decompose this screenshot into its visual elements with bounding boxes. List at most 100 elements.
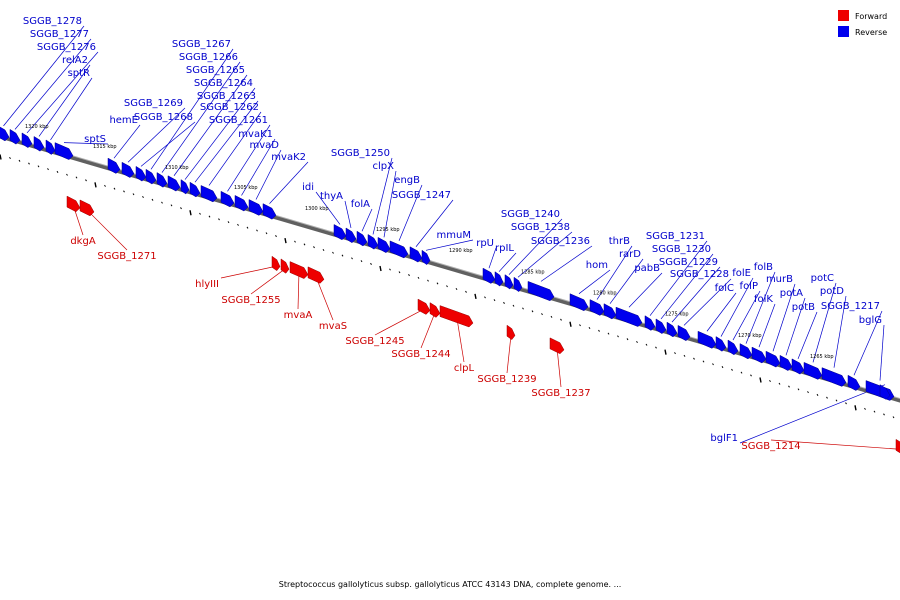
gene-dkga-arrow[interactable] — [66, 195, 81, 213]
gene-label-sggb-1264[interactable]: SGGB_1264 — [194, 78, 253, 89]
gene-murb-arrow[interactable] — [765, 350, 781, 368]
gene-sggb-1236-arrow[interactable] — [527, 281, 555, 302]
gene-sggb-1262-arrow[interactable] — [200, 185, 218, 203]
gene-label-sggb-1250[interactable]: SGGB_1250 — [331, 148, 390, 159]
gene-folp-arrow[interactable] — [727, 339, 739, 356]
gene-label-sggb-1240[interactable]: SGGB_1240 — [501, 209, 560, 220]
gene-label-rard[interactable]: rarD — [619, 249, 641, 260]
gene-sggb-1245-arrow[interactable] — [417, 298, 431, 315]
gene-label-pota[interactable]: potA — [780, 288, 803, 299]
gene-label-hom[interactable]: hom — [586, 260, 608, 271]
gene-sggb-1240-arrow[interactable] — [504, 274, 514, 290]
gene-sggb-1228-arrow[interactable] — [677, 324, 691, 342]
gene-label-sggb-1255[interactable]: SGGB_1255 — [221, 295, 280, 306]
gene-thrb-arrow[interactable] — [589, 299, 605, 316]
gene-label-bglg[interactable]: bglG — [859, 315, 882, 326]
gene-label-folb[interactable]: folB — [754, 262, 773, 273]
gene-idi-arrow[interactable] — [333, 224, 347, 241]
gene-folc-arrow[interactable] — [697, 330, 717, 349]
gene-sptr-arrow[interactable] — [45, 139, 56, 155]
gene-label-potd[interactable]: potD — [820, 286, 844, 297]
gene-rpu-arrow[interactable] — [482, 267, 496, 284]
gene-sggb-1269-arrow[interactable] — [121, 161, 135, 178]
gene-label-rpu[interactable]: rpU — [476, 238, 494, 249]
gene-sggb-1263-arrow[interactable] — [189, 181, 201, 198]
gene-sggb-1267-arrow[interactable] — [145, 168, 157, 185]
gene-label-sggb-1268[interactable]: SGGB_1268 — [134, 112, 193, 123]
gene-fole-arrow[interactable] — [715, 336, 727, 352]
gene-thya-arrow[interactable] — [345, 227, 357, 244]
gene-label-sggb-1247[interactable]: SGGB_1247 — [392, 190, 451, 201]
gene-potb-arrow[interactable] — [791, 358, 805, 375]
gene-label-mvas[interactable]: mvaS — [319, 321, 347, 332]
gene-label-mvaa[interactable]: mvaA — [284, 310, 313, 321]
gene-sggb-1231-arrow[interactable] — [644, 315, 656, 331]
gene-label-folk[interactable]: folK — [754, 294, 773, 305]
gene-label-sggb-1231[interactable]: SGGB_1231 — [646, 231, 705, 242]
gene-label-idi[interactable]: idi — [302, 182, 314, 193]
gene-engb-arrow[interactable] — [389, 240, 409, 259]
gene-folb-arrow[interactable] — [739, 343, 753, 360]
gene-clpl-arrow[interactable] — [439, 305, 474, 328]
gene-label-sggb-1239[interactable]: SGGB_1239 — [477, 374, 536, 385]
gene-label-sggb-1276[interactable]: SGGB_1276 — [37, 42, 96, 53]
gene-sggb-1214-arrow[interactable] — [895, 438, 900, 454]
gene-label-sggb-1237[interactable]: SGGB_1237 — [531, 388, 590, 399]
gene-label-sggb-1277[interactable]: SGGB_1277 — [30, 29, 89, 40]
gene-label-mvad[interactable]: mvaD — [250, 140, 280, 151]
gene-mvas-arrow[interactable] — [307, 266, 325, 284]
gene-label-mvak2[interactable]: mvaK2 — [271, 152, 306, 163]
gene-label-thya[interactable]: thyA — [320, 191, 343, 202]
gene-mvad-arrow[interactable] — [248, 199, 264, 216]
gene-label-folc[interactable]: folC — [715, 283, 734, 294]
gene-label-sggb-1236[interactable]: SGGB_1236 — [531, 236, 590, 247]
gene-mmum-arrow[interactable] — [421, 249, 431, 266]
gene-label-fole[interactable]: folE — [732, 268, 751, 279]
gene-rpil-arrow[interactable] — [494, 271, 504, 287]
gene-mvak1-arrow[interactable] — [234, 195, 249, 212]
gene-label-murb[interactable]: murB — [766, 274, 793, 285]
gene-label-folp[interactable]: folP — [740, 281, 758, 292]
gene-sggb-1230-arrow[interactable] — [655, 318, 667, 334]
gene-sggb-1239-arrow[interactable] — [506, 324, 516, 340]
gene-label-clpl[interactable]: clpL — [454, 363, 475, 374]
gene-label-heme[interactable]: hemE — [109, 115, 138, 126]
gene-hom-arrow[interactable] — [569, 293, 589, 312]
gene-label-sggb-1269[interactable]: SGGB_1269 — [124, 98, 183, 109]
gene-pabb-arrow[interactable] — [615, 306, 643, 327]
gene-label-pabb[interactable]: pabB — [634, 263, 660, 274]
gene-label-sggb-1244[interactable]: SGGB_1244 — [391, 349, 450, 360]
gene-label-sggb-1230[interactable]: SGGB_1230 — [652, 244, 711, 255]
gene-label-rela2[interactable]: relA2 — [62, 55, 88, 66]
gene-label-sggb-1266[interactable]: SGGB_1266 — [179, 52, 238, 63]
gene-label-clpx[interactable]: clpX — [373, 161, 395, 172]
gene-label-sggb-1261[interactable]: SGGB_1261 — [209, 115, 268, 126]
gene-sggb-1229-arrow[interactable] — [666, 321, 678, 338]
gene-sggb-1237-arrow[interactable] — [549, 337, 565, 355]
gene-label-sggb-1229[interactable]: SGGB_1229 — [659, 257, 718, 268]
gene-pota-arrow[interactable] — [779, 354, 793, 371]
gene-sggb-1277-arrow[interactable] — [9, 128, 21, 145]
gene-sggb-1238-arrow[interactable] — [513, 276, 523, 293]
gene-label-engb[interactable]: engB — [394, 175, 420, 186]
gene-label-sggb-1263[interactable]: SGGB_1263 — [197, 91, 256, 102]
gene-mvak2-arrow[interactable] — [262, 203, 277, 220]
gene-sggb-1268-arrow[interactable] — [135, 165, 147, 182]
gene-mvaa-arrow[interactable] — [289, 261, 309, 279]
gene-potd-arrow[interactable] — [821, 367, 847, 387]
gene-label-fola[interactable]: folA — [351, 199, 370, 210]
gene-label-mmum[interactable]: mmuM — [437, 230, 471, 241]
gene-label-hlyiii[interactable]: hlyIII — [195, 279, 219, 290]
gene-rard-arrow[interactable] — [603, 303, 617, 320]
gene-sggb-1276-arrow[interactable] — [21, 132, 33, 148]
gene-label-sggb-1262[interactable]: SGGB_1262 — [200, 102, 259, 113]
gene-rela2-arrow[interactable] — [33, 135, 45, 152]
gene-label-sggb-1267[interactable]: SGGB_1267 — [172, 39, 231, 50]
gene-sggb-1261-arrow[interactable] — [220, 190, 235, 208]
gene-label-thrb[interactable]: thrB — [609, 236, 630, 247]
gene-clpx-arrow[interactable] — [377, 236, 391, 253]
gene-potc-arrow[interactable] — [803, 361, 823, 380]
gene-label-mvak1[interactable]: mvaK1 — [238, 129, 273, 140]
gene-sggb-1265-arrow[interactable] — [167, 175, 181, 192]
gene-label-spts[interactable]: sptS — [84, 134, 106, 145]
